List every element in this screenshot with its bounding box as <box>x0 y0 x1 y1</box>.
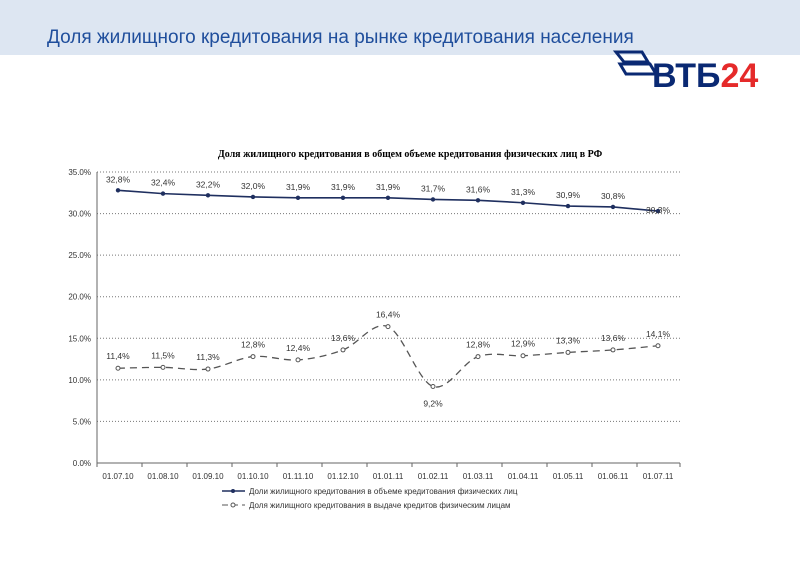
series-1-data-label: 30,9% <box>556 190 581 200</box>
series-1-data-label: 30,3% <box>646 205 671 215</box>
y-tick-label: 25.0% <box>68 251 91 260</box>
series-2-point <box>655 343 661 349</box>
header-band <box>0 0 800 55</box>
series-2-data-label: 12,8% <box>241 340 266 350</box>
x-tick-label: 01.11.10 <box>283 472 314 481</box>
x-tick-label: 01.12.10 <box>327 472 359 481</box>
series-1-point <box>520 200 526 205</box>
series-1-data-label: 31,6% <box>466 184 491 194</box>
series-2-point <box>385 324 391 330</box>
y-tick-label: 35.0% <box>68 168 91 177</box>
series-2-data-label: 13,3% <box>556 335 581 345</box>
y-tick-label: 30.0% <box>68 210 91 219</box>
y-tick-label: 5.0% <box>73 417 91 426</box>
x-tick-label: 01.01.11 <box>373 472 404 481</box>
x-tick-label: 01.08.10 <box>147 472 179 481</box>
x-tick-label: 01.07.10 <box>102 472 134 481</box>
series-1-point <box>385 195 391 200</box>
series-2-data-label: 16,4% <box>376 310 401 320</box>
series-1-data-label: 32,2% <box>196 179 221 189</box>
y-tick-label: 0.0% <box>73 459 91 468</box>
series-1-data-label: 30,8% <box>601 191 626 201</box>
x-tick-label: 01.03.11 <box>463 472 494 481</box>
series-1-point <box>340 195 346 200</box>
series-1-point <box>430 197 436 202</box>
x-tick-label: 01.09.10 <box>192 472 224 481</box>
series-2-point <box>160 364 166 370</box>
series-2-data-label: 12,8% <box>466 340 491 350</box>
series-2-point <box>610 347 616 353</box>
series-1-data-label: 32,8% <box>106 174 131 184</box>
series-2-data-label: 11,3% <box>196 352 220 362</box>
x-tick-label: 01.04.11 <box>508 472 539 481</box>
vtb24-logo: ВТБ24 <box>612 50 758 95</box>
series-2-point <box>340 347 346 353</box>
series-2-data-label: 12,4% <box>286 343 311 353</box>
chart-title: Доля жилищного кредитования в общем объе… <box>218 149 603 160</box>
series-2-data-label: 13,6% <box>601 333 626 343</box>
x-tick-label: 01.06.11 <box>598 472 629 481</box>
y-tick-label: 10.0% <box>68 376 91 385</box>
x-tick-label: 01.10.10 <box>237 472 269 481</box>
series-2-data-label: 11,5% <box>151 350 175 360</box>
y-tick-label: 15.0% <box>68 334 91 343</box>
legend-series-1-marker <box>231 489 235 493</box>
series-1-point <box>475 198 481 203</box>
series-1-point <box>295 195 301 200</box>
series-2-point <box>250 354 256 360</box>
x-tick-label: 01.05.11 <box>553 472 584 481</box>
series-1-data-label: 31,9% <box>331 182 356 192</box>
series-1-point <box>205 193 211 198</box>
series-2-data-label: 12,9% <box>511 339 536 349</box>
series-1-data-label: 32,0% <box>241 181 266 191</box>
y-tick-label: 20.0% <box>68 293 91 302</box>
series-2-point <box>565 349 571 355</box>
series-2-data-label: 13,6% <box>331 333 356 343</box>
x-tick-label: 01.07.11 <box>643 472 674 481</box>
series-1-point <box>160 191 166 196</box>
series-1-data-label: 31,9% <box>376 182 401 192</box>
series-1-data-label: 31,3% <box>511 187 536 197</box>
x-tick-label: 01.02.11 <box>418 472 449 481</box>
series-1-point <box>250 194 256 200</box>
series-1-point <box>565 203 571 209</box>
series-2-point <box>115 365 121 371</box>
series-2-point <box>475 354 481 360</box>
legend-series-2-marker <box>230 502 236 508</box>
series-1-data-label: 32,4% <box>151 178 176 188</box>
series-2-data-label: 11,4% <box>106 351 130 361</box>
legend-series-2-label: Доля жилищного кредитования в выдаче кре… <box>249 501 511 510</box>
svg-text:ВТБ24: ВТБ24 <box>652 57 758 95</box>
series-2-data-label: 14,1% <box>646 329 671 339</box>
series-1-data-label: 31,7% <box>421 183 446 193</box>
series-2-data-label: 9,2% <box>423 399 443 409</box>
series-1-point <box>655 208 661 214</box>
legend-series-1-label: Доли жилищного кредитования в объеме кре… <box>249 487 518 496</box>
series-1-point <box>610 204 616 210</box>
series-2-point <box>205 366 211 372</box>
series-1-point <box>115 188 121 193</box>
slide-title: Доля жилищного кредитования на рынке кре… <box>47 27 634 48</box>
series-2-point <box>520 353 526 359</box>
series-2-point <box>430 384 436 390</box>
series-1-data-label: 31,9% <box>286 182 311 192</box>
series-2-point <box>295 357 301 363</box>
